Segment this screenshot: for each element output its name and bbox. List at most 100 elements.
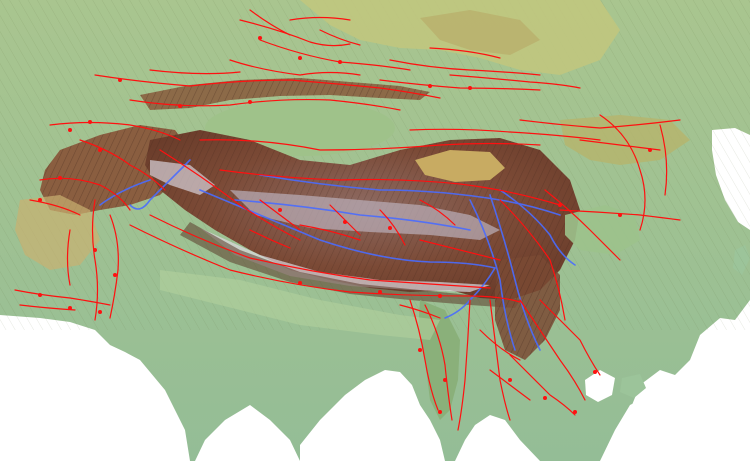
fault-kunlun [219,169,561,206]
fault-tianshan-x [149,69,241,75]
fault-assam [399,304,441,319]
fault-marker [378,290,382,294]
fault-marker [508,378,512,382]
fault-dzungar-1 [249,9,291,36]
fault-ne-3 [659,124,668,196]
fault-ne-1 [579,139,661,151]
fault-tianshan-n [94,74,441,99]
fault-int-6 [419,199,456,226]
fault-mbt [149,214,491,289]
river-indus [129,159,191,210]
island-hainan [620,374,646,398]
fault-marker [68,306,72,310]
fault-marker [178,104,182,108]
fault-int-4 [299,224,361,241]
hengduan-ridges [495,255,560,360]
fault-marker [468,86,472,90]
river-mekong [489,194,541,351]
river-salween [469,199,516,351]
fault-marker [338,60,342,64]
fault-marker [98,310,102,314]
fault-gobi [449,74,581,89]
fault-int-1 [259,199,301,231]
fault-marker [278,208,282,212]
andaman-sea [470,430,530,461]
fault-marker [38,198,42,202]
fault-marker [93,248,97,252]
fault-indoburma-2 [424,304,453,421]
fault-marker [88,120,92,124]
fault-marker [38,293,42,297]
karakoram-snow [150,160,215,195]
arabian-sea [0,315,190,461]
fault-int-3 [379,209,406,246]
fault-marker [438,410,442,414]
fault-marker [58,176,62,180]
fault-marker [438,294,442,298]
fault-north-5 [379,79,541,91]
fault-north-3 [229,59,361,76]
fault-marker [68,128,72,132]
fault-marker [593,370,597,374]
fault-makran-1 [14,289,111,306]
fault-marker [443,378,447,382]
south-china-sea [600,320,750,461]
fault-north-6 [289,16,351,21]
rivers [99,159,576,351]
fault-marker [343,220,347,224]
fault-north-7 [429,47,501,59]
mongolia-upland [420,10,540,55]
fault-karakoram [159,149,301,241]
fault-marker [248,100,252,104]
fault-marker [298,56,302,60]
fault-marker [98,148,102,152]
fault-sulaiman [109,214,119,319]
fault-east-1 [559,209,681,221]
fault-marker [113,273,117,277]
fault-tianshan-s [129,98,401,111]
river-yangtze [499,189,576,266]
fault-marker [543,396,547,400]
fault-dzungar-2 [319,29,361,46]
fault-marker [618,213,622,217]
fault-pamir-1 [49,121,181,141]
fault-marker [418,348,422,352]
river-inner-1 [234,199,471,231]
fault-marker [258,36,262,40]
fault-marker [558,203,562,207]
fault-marker [573,410,577,414]
qaidam-basin [415,150,505,182]
fault-marker [388,226,392,230]
himalaya-front [180,222,520,308]
fault-burma-e [489,299,511,421]
fault-indoburma-1 [409,299,439,411]
river-nw [99,179,151,206]
fault-jiali [419,239,501,261]
fault-redriver [519,299,586,401]
river-inner-2 [259,174,561,216]
fault-se-2 [509,354,576,416]
sichuan-basin [565,205,640,255]
fault-int-5 [249,229,291,249]
fault-pamir-3 [39,177,131,211]
fault-longmenshan [544,189,621,261]
fault-ne-2 [599,114,646,231]
fault-altyn-tagh [199,139,541,151]
river-yarlung [199,189,496,269]
fault-pamir-2 [79,139,166,191]
fault-shan [479,329,521,361]
fault-north-4 [389,59,541,76]
fault-marker [648,148,652,152]
fault-haiyuan [519,119,681,129]
fault-west-1 [29,199,81,216]
fault-se-1 [539,299,601,376]
fault-mft [129,224,521,303]
ganges-plain [160,270,440,340]
fault-sagaing [457,299,471,431]
gulf-tonkin [585,370,615,402]
fault-kirthar [66,229,71,286]
fault-se-3 [489,369,531,401]
fault-north-1 [239,19,351,47]
